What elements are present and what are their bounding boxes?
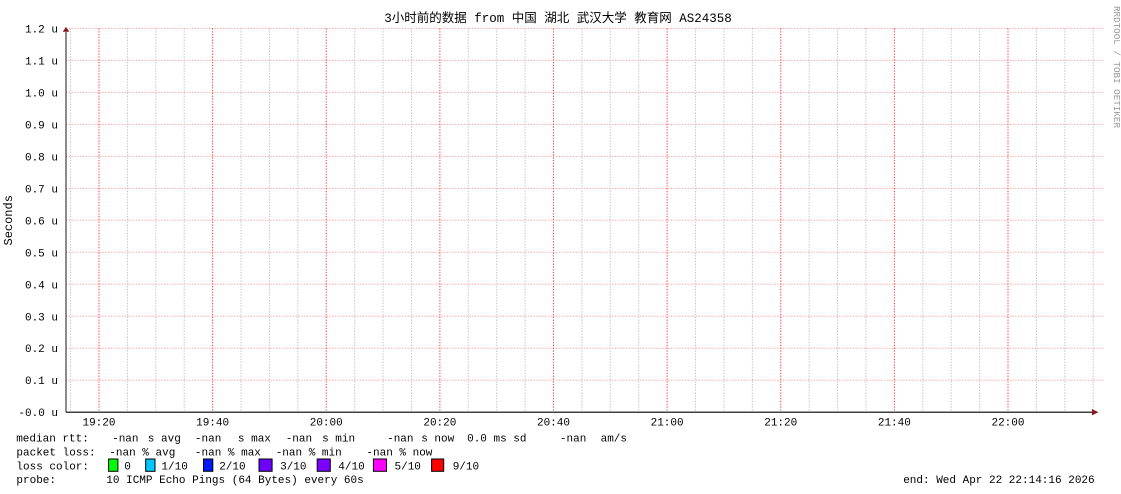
svg-text:0.8 u: 0.8 u xyxy=(25,152,58,164)
svg-text:0.4 u: 0.4 u xyxy=(25,280,58,292)
svg-text:0.1 u: 0.1 u xyxy=(25,376,58,388)
svg-text:5/10: 5/10 xyxy=(395,461,421,473)
svg-text:-nan: -nan xyxy=(286,433,312,445)
svg-text:19:40: 19:40 xyxy=(196,418,229,430)
svg-text:3/10: 3/10 xyxy=(280,461,306,473)
svg-text:packet loss:: packet loss: xyxy=(16,448,95,460)
svg-text:20:40: 20:40 xyxy=(537,418,570,430)
svg-text:19:20: 19:20 xyxy=(82,418,115,430)
svg-text:0.6 u: 0.6 u xyxy=(25,216,58,228)
svg-text:0.3 u: 0.3 u xyxy=(25,312,58,324)
svg-text:0.2 u: 0.2 u xyxy=(25,344,58,356)
svg-text:s now: s now xyxy=(421,433,454,445)
svg-text:-nan % max: -nan % max xyxy=(195,448,261,460)
svg-text:s avg: s avg xyxy=(148,433,181,445)
svg-text:-0.0 u: -0.0 u xyxy=(18,408,58,420)
svg-text:10 ICMP Echo Pings (64 Bytes): 10 ICMP Echo Pings (64 Bytes) every 60s xyxy=(106,475,363,487)
svg-text:-nan: -nan xyxy=(560,433,586,445)
svg-text:-nan: -nan xyxy=(195,433,221,445)
svg-text:am/s: am/s xyxy=(601,433,627,445)
svg-text:RRDTOOL / TOBI OETIKER: RRDTOOL / TOBI OETIKER xyxy=(1111,6,1121,129)
svg-text:21:00: 21:00 xyxy=(651,418,684,430)
svg-text:0.9 u: 0.9 u xyxy=(25,120,58,132)
svg-text:-nan % avg: -nan % avg xyxy=(109,448,175,460)
svg-text:9/10: 9/10 xyxy=(453,461,479,473)
svg-text:s max: s max xyxy=(238,433,271,445)
svg-text:Seconds: Seconds xyxy=(2,195,16,245)
svg-text:probe:: probe: xyxy=(16,475,56,487)
svg-text:0.7 u: 0.7 u xyxy=(25,184,58,196)
svg-text:22:00: 22:00 xyxy=(991,418,1024,430)
svg-text:-nan % min: -nan % min xyxy=(276,448,342,460)
svg-text:s min: s min xyxy=(322,433,355,445)
svg-text:0: 0 xyxy=(124,461,131,473)
svg-text:20:00: 20:00 xyxy=(310,418,343,430)
svg-text:21:20: 21:20 xyxy=(764,418,797,430)
svg-text:-nan: -nan xyxy=(112,433,138,445)
svg-text:0.5 u: 0.5 u xyxy=(25,248,58,260)
svg-text:end: Wed Apr 22 22:14:16 2026: end: Wed Apr 22 22:14:16 2026 xyxy=(903,475,1094,487)
svg-text:0.0 ms sd: 0.0 ms sd xyxy=(467,433,526,445)
svg-text:4/10: 4/10 xyxy=(338,461,364,473)
svg-text:2/10: 2/10 xyxy=(219,461,245,473)
svg-text:median rtt:: median rtt: xyxy=(16,433,89,445)
svg-text:1/10: 1/10 xyxy=(161,461,187,473)
svg-text:-nan % now: -nan % now xyxy=(366,448,432,460)
svg-text:1.1 u: 1.1 u xyxy=(25,56,58,68)
svg-text:loss color:: loss color: xyxy=(16,461,89,473)
svg-text:3小时前的数据 from 中国 湖北 武汉大学 教育网 A: 3小时前的数据 from 中国 湖北 武汉大学 教育网 AS24358 xyxy=(384,10,732,26)
svg-text:1.0 u: 1.0 u xyxy=(25,88,58,100)
svg-text:1.2 u: 1.2 u xyxy=(25,24,58,36)
svg-text:20:20: 20:20 xyxy=(423,418,456,430)
svg-text:-nan: -nan xyxy=(387,433,413,445)
svg-text:21:40: 21:40 xyxy=(878,418,911,430)
